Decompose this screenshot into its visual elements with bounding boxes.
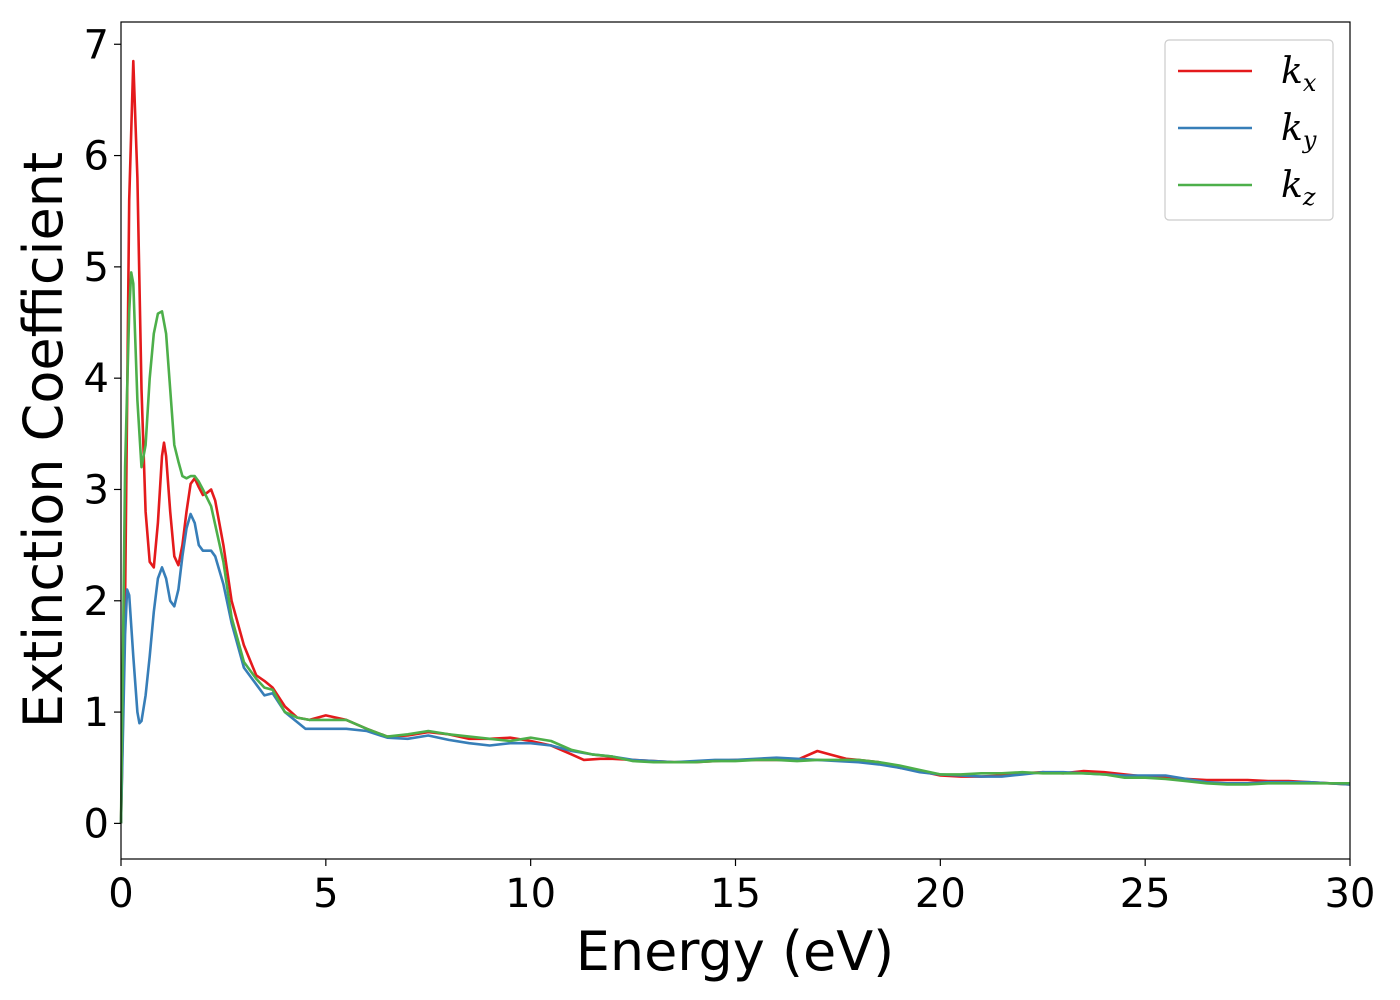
- y-tick-label: 4: [84, 356, 109, 402]
- y-tick-label: 3: [84, 467, 109, 513]
- x-tick-label: 5: [313, 871, 338, 917]
- x-tick-label: 30: [1325, 871, 1376, 917]
- x-tick-label: 20: [915, 871, 966, 917]
- y-tick-label: 1: [84, 690, 109, 736]
- y-axis-ticks: 0 1 2 3 4 5 6 7: [84, 22, 121, 847]
- x-tick-label: 15: [710, 871, 761, 917]
- y-axis-label: Extinction Coefficient: [12, 152, 75, 728]
- legend-label: kx: [1281, 51, 1317, 97]
- x-axis-label: Energy (eV): [576, 920, 895, 983]
- y-tick-label: 5: [84, 245, 109, 291]
- y-tick-label: 6: [84, 134, 109, 180]
- series-line-k-z: [119, 271, 1350, 824]
- y-tick-label: 2: [84, 579, 109, 625]
- y-tick-label: 7: [84, 22, 109, 68]
- legend-box: [1164, 39, 1334, 221]
- legend-label: kz: [1281, 165, 1316, 211]
- legend: kx ky kz: [1164, 39, 1334, 221]
- series-layer: [119, 59, 1351, 824]
- x-tick-label: 10: [505, 871, 556, 917]
- x-axis-ticks: 0 5 10 15 20 25 30: [108, 859, 1375, 917]
- y-tick-label: 0: [84, 801, 109, 847]
- x-tick-label: 0: [108, 871, 133, 917]
- x-tick-label: 25: [1120, 871, 1171, 917]
- legend-label: ky: [1281, 108, 1317, 154]
